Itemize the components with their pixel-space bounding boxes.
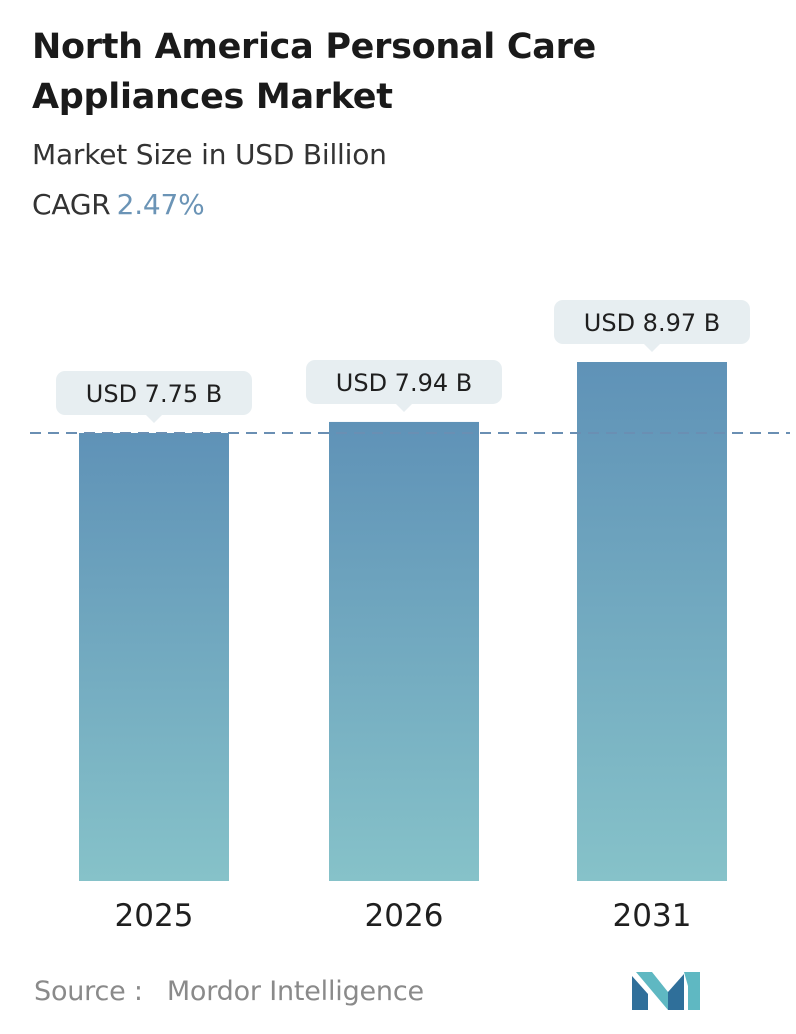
- cagr-label: CAGR: [32, 188, 111, 221]
- cagr-value: 2.47%: [116, 188, 205, 221]
- callout-box: [554, 300, 750, 344]
- x-tick-label-2031: 2031: [613, 898, 692, 934]
- value-callout-2031: USD 8.97 B: [554, 300, 750, 352]
- callout-pointer: [644, 344, 660, 352]
- chart-title: North America Personal Care Appliances M…: [32, 27, 596, 117]
- value-callout-2025: USD 7.75 B: [56, 371, 252, 423]
- callout-box: [56, 371, 252, 415]
- data-label: USD 7.75 B: [86, 380, 222, 408]
- bar-chart: USD 7.75 B 2025 USD 7.94 B 2026 USD 8.97 B 20…: [30, 300, 790, 934]
- bar-2025: [79, 433, 229, 881]
- mordor-intelligence-logo-icon: [632, 972, 700, 1010]
- bars-layer: [79, 362, 727, 881]
- callout-pointer: [396, 403, 412, 412]
- x-tick-label-2025: 2025: [115, 898, 194, 934]
- bar-2026: [329, 421, 479, 881]
- x-tick-label-2026: 2026: [365, 898, 444, 934]
- source-value: Mordor Intelligence: [166, 976, 424, 1007]
- bar-2031: [577, 362, 727, 881]
- source-label: Source :: [34, 976, 143, 1007]
- callout-pointer: [146, 415, 162, 423]
- data-label: USD 7.94 B: [336, 369, 472, 397]
- callout-box: [306, 359, 502, 404]
- labels-layer: USD 7.75 B 2025 USD 7.94 B 2026 USD 8.97 B 20…: [56, 300, 750, 934]
- chart-subtitle: Market Size in USD Billion: [32, 138, 387, 171]
- data-label: USD 8.97 B: [584, 309, 720, 337]
- value-callout-2026: USD 7.94 B: [306, 359, 502, 412]
- source-line: Source : Mordor Intelligence: [34, 976, 424, 1007]
- cagr-line: CAGR 2.47%: [32, 188, 205, 221]
